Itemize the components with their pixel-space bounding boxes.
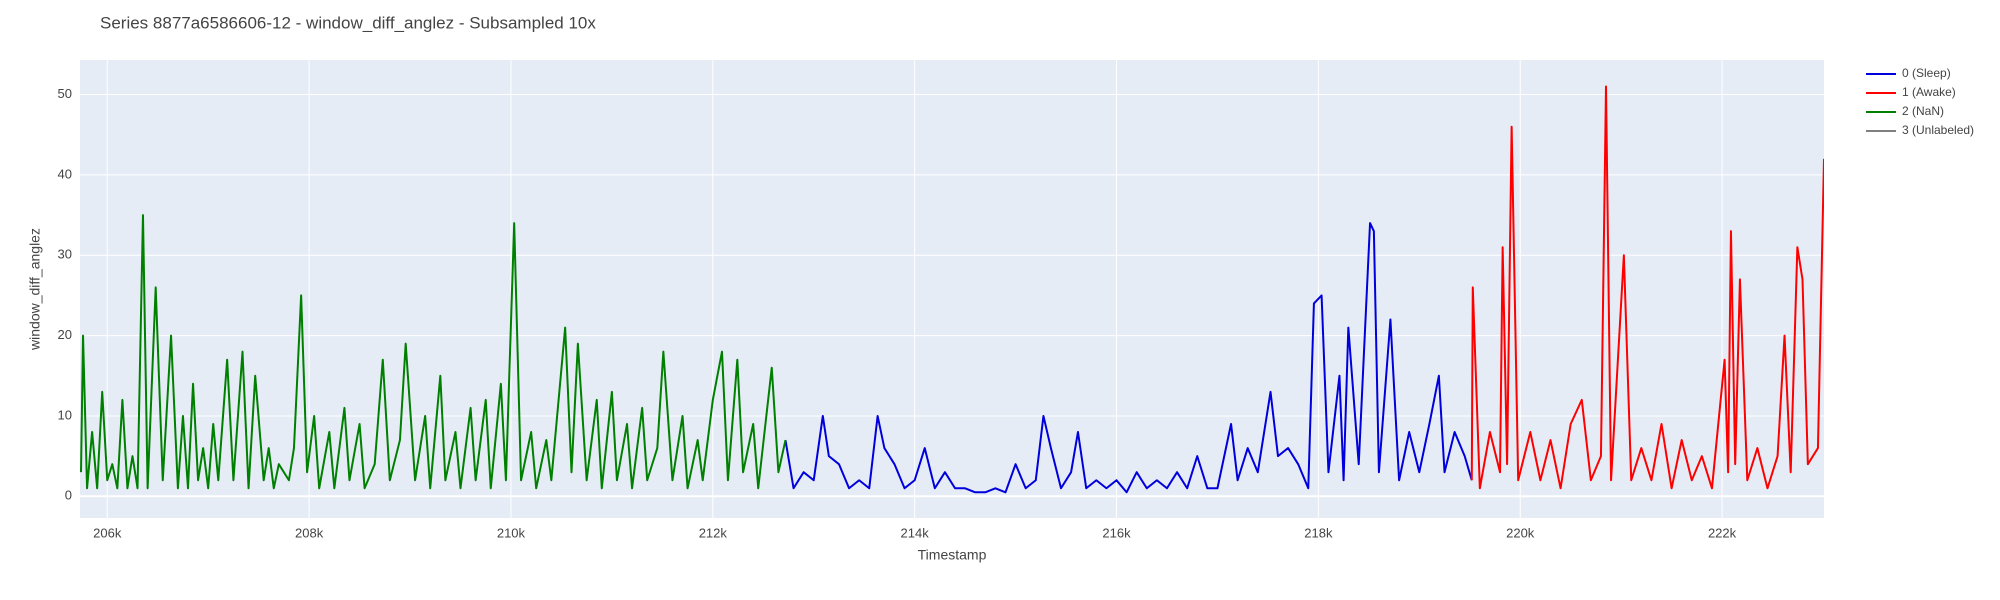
legend-label: 0 (Sleep) (1902, 66, 1951, 80)
x-tick-label: 218k (1304, 525, 1333, 540)
x-tick-label: 222k (1708, 525, 1737, 540)
y-tick-label: 20 (58, 327, 72, 342)
plot-lines (80, 85, 1824, 494)
x-tick-label: 214k (901, 525, 930, 540)
x-tick-label: 220k (1506, 525, 1535, 540)
y-tick-label: 30 (58, 247, 72, 262)
series-line (1470, 85, 1824, 490)
y-tick-label: 40 (58, 166, 72, 181)
legend-label: 1 (Awake) (1902, 85, 1956, 99)
series-line (784, 222, 1473, 494)
y-tick-label: 10 (58, 407, 72, 422)
x-tick-label: 210k (497, 525, 526, 540)
legend-label: 2 (NaN) (1902, 104, 1944, 118)
x-tick-label: 206k (93, 525, 122, 540)
y-tick-label: 50 (58, 86, 72, 101)
x-tick-label: 208k (295, 525, 324, 540)
y-tick-label: 0 (65, 488, 72, 503)
legend-label: 3 (Unlabeled) (1902, 123, 1974, 137)
chart-title: Series 8877a6586606-12 - window_diff_ang… (100, 13, 596, 32)
series-line (80, 214, 787, 490)
plot-background (80, 60, 1824, 518)
x-tick-label: 212k (699, 525, 728, 540)
x-axis-title: Timestamp (918, 547, 987, 563)
y-axis-title: window_diff_anglez (27, 228, 43, 351)
x-tick-label: 216k (1102, 525, 1131, 540)
